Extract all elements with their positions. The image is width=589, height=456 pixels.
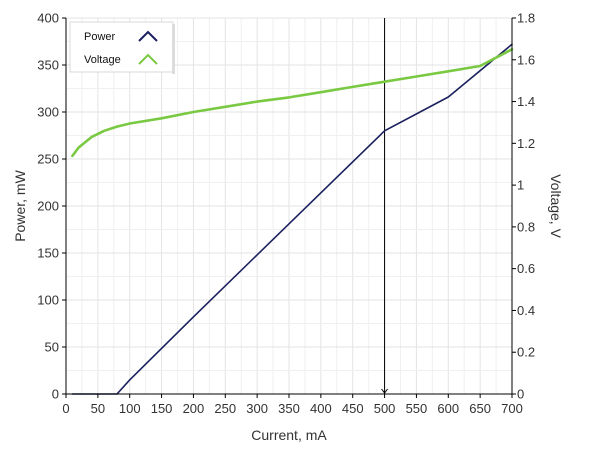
y-left-tick-label: 50	[45, 340, 59, 355]
x-tick-label: 50	[91, 401, 105, 416]
x-tick-label: 100	[119, 401, 141, 416]
y-left-axis-title: Power, mW	[12, 169, 28, 241]
x-tick-label: 0	[62, 401, 69, 416]
y-left-tick-label: 200	[37, 199, 59, 214]
y-right-tick-label: 1.8	[517, 11, 535, 26]
x-tick-label: 600	[437, 401, 459, 416]
y-right-tick-label: 0.8	[517, 219, 535, 234]
x-tick-label: 700	[501, 401, 523, 416]
y-right-tick-label: 1.6	[517, 52, 535, 67]
legend-swatch-voltage-icon	[138, 53, 158, 65]
y-left-tick-label: 300	[37, 105, 59, 120]
y-right-tick-label: 1	[517, 178, 524, 193]
x-tick-label: 350	[278, 401, 300, 416]
series-line-voltage	[71, 47, 514, 158]
y-left-tick-label: 400	[37, 11, 59, 26]
x-tick-label: 250	[214, 401, 236, 416]
y-right-axis-title: Voltage, V	[548, 174, 564, 238]
y-left-tick-label: 0	[52, 387, 59, 402]
legend-swatch-power-icon	[138, 30, 158, 42]
legend: Power Voltage	[69, 21, 175, 74]
legend-label-power: Power	[84, 31, 116, 43]
y-left-tick-label: 250	[37, 152, 59, 167]
y-right-tick-label: 1.2	[517, 136, 535, 151]
legend-shadow	[172, 24, 175, 74]
x-tick-label: 400	[310, 401, 332, 416]
grid	[65, 17, 513, 395]
x-tick-label: 650	[469, 401, 491, 416]
cursor-marker-icon	[381, 388, 388, 394]
x-tick-label: 300	[246, 401, 268, 416]
y-left-tick-label: 350	[37, 58, 59, 73]
y-right-tick-label: 0.4	[517, 303, 535, 318]
y-left-tick-label: 150	[37, 246, 59, 261]
x-tick-label: 450	[342, 401, 364, 416]
y-right-tick-label: 0	[517, 387, 524, 402]
y-right-tick-label: 0.2	[517, 345, 535, 360]
x-tick-label: 550	[406, 401, 428, 416]
y-right-tick-label: 1.4	[517, 94, 535, 109]
x-tick-label: 500	[374, 401, 396, 416]
y-right-tick-label: 0.6	[517, 261, 535, 276]
y-left-tick-label: 100	[37, 293, 59, 308]
axes: 0 50 100 150 200 250 300 350 400 450 500 550 600 650 7…	[12, 11, 564, 444]
x-tick-label: 150	[151, 401, 173, 416]
x-axis-title: Current, mA	[251, 427, 327, 443]
x-tick-label: 200	[183, 401, 205, 416]
legend-label-voltage: Voltage	[84, 54, 121, 66]
